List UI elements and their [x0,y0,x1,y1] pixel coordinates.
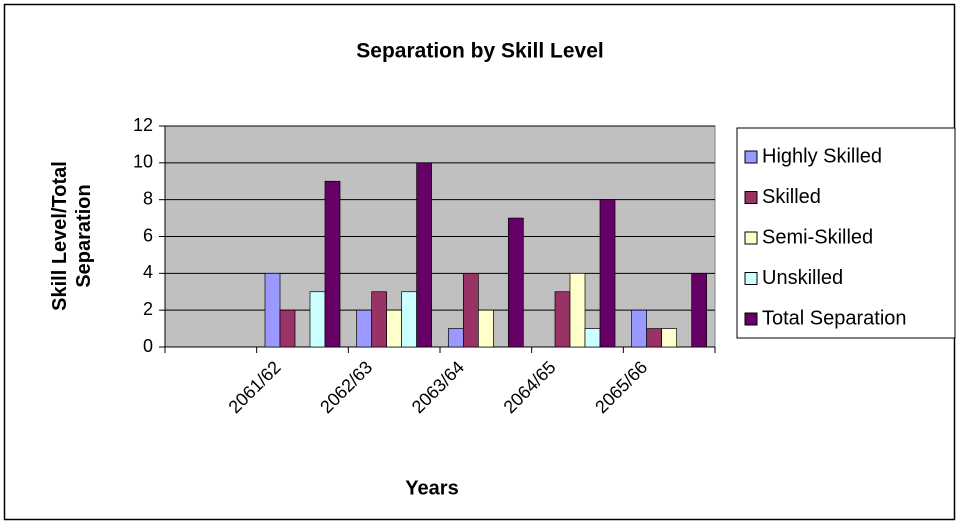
legend [736,127,956,339]
y-axis-label: Skill Level/Total Separation [49,161,95,311]
legend-label: Highly Skilled [762,145,882,167]
bar [309,291,326,348]
legend-swatch [744,312,758,326]
bar [356,309,373,348]
y-tick-label: 0 [143,336,153,356]
bar [447,328,464,348]
y-tick-label: 12 [133,115,153,135]
x-axis-label: Years [405,477,458,499]
bar [401,291,418,348]
y-tick-label: 4 [143,262,153,282]
y-tick-label: 6 [143,225,153,245]
bar [279,309,296,348]
legend-label: Skilled [762,186,821,208]
bar [264,272,281,348]
legend-label: Total Separation [762,307,907,329]
bar [371,291,388,348]
bar [507,217,524,348]
bar [416,162,433,348]
y-tick-label: 2 [143,299,153,319]
legend-label: Unskilled [762,267,843,289]
bar [386,309,403,348]
legend-swatch [744,150,758,164]
bar [691,272,708,348]
chart-title: Separation by Skill Level [356,40,603,63]
bar [462,272,479,348]
bar [569,272,586,348]
legend-swatch [744,231,758,245]
bar [584,328,601,348]
y-tick-label: 8 [143,188,153,208]
bar [646,328,663,348]
legend-swatch [744,272,758,285]
bar [661,328,678,348]
bar [477,309,494,348]
bar [554,291,571,348]
y-tick-label: 10 [133,152,153,172]
bar [324,180,341,348]
bar [631,309,648,348]
bar [599,199,616,348]
legend-label: Semi-Skilled [762,226,873,248]
legend-swatch [744,191,758,204]
